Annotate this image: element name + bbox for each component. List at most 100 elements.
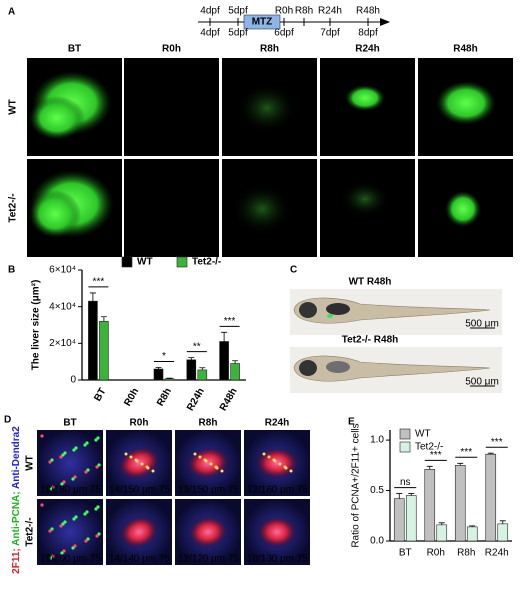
nucleus [129,455,133,459]
fluorescence [237,83,297,133]
x-tick-label: R24h [185,386,207,413]
nucleus [151,469,155,473]
legend-label: Tet2-/- [192,257,221,268]
nucleus [63,451,67,455]
ratio-label: 16/20 [225,245,250,256]
stain-label: 2F11; Anti-PCNA; Anti-Dendra2 [11,426,22,574]
ratio-label: 14/15 [109,485,134,496]
significance-label: ns [400,477,411,488]
timeline-label: 8dpf [358,28,378,39]
nucleus [134,458,138,462]
scale-bar: 0 μm 75 [203,554,240,565]
error-bar [100,316,107,322]
error-bar [232,360,239,364]
scale-bar: 500 μm [465,319,499,330]
x-tick-label: R8h [457,548,475,559]
nucleus [63,520,67,524]
nucleus [267,455,271,459]
nucleus [73,544,77,548]
nucleus [86,537,90,541]
nucleus [289,469,293,473]
scale-bar: 0 μm 100 [77,245,119,256]
nucleus [203,458,207,462]
ratio-label: 18/18 [40,485,65,496]
significance-label: *** [460,447,472,458]
panel-letter: D [4,415,11,426]
ratio-label: 18/20 [421,144,446,155]
scale-bar: 0 μm 75 [65,485,102,496]
nucleus [48,460,52,464]
significance-label: * [162,351,166,362]
scale-bar: 0 μm 100 [272,144,314,155]
column-header: R0h [130,418,149,429]
nucleus [62,480,66,484]
bar [497,523,509,542]
scale-bar: 0 μm 100 [272,245,314,256]
nucleus [40,503,44,507]
bar [219,341,229,381]
micrograph [37,499,103,565]
column-header: R8h [199,418,218,429]
legend-swatch [399,428,411,440]
eye [299,302,317,318]
bar [99,321,109,381]
nucleus [49,487,53,491]
row-label: Tet2-/- [8,193,19,222]
ratio-label: 19/21 [127,144,152,155]
structure [186,446,230,480]
error-bar [438,522,445,525]
panel-letter: C [290,265,297,276]
fluorescence [29,190,81,238]
scale-bar: 0 μm 100 [468,245,510,256]
bar [393,498,405,542]
x-tick-label: BT [399,548,412,559]
arrow-head [380,18,390,26]
nucleus [198,455,202,459]
significance-label: *** [430,450,442,461]
nucleus [85,441,89,445]
treatment-box [243,14,281,30]
row-label: WT [8,99,19,115]
structure [255,447,299,479]
error-bar [408,493,415,496]
ratio-label: 18/20 [323,144,348,155]
nucleus [124,452,128,456]
nucleus [61,453,65,457]
nucleus [94,438,98,442]
nucleus [145,465,149,469]
scale-bar: 500 μm [465,377,499,388]
nucleus [50,527,54,531]
y-axis-label: Ratio of PCNA+/2F11+ cells [351,423,362,547]
error-bar [89,292,96,302]
x-tick-label: BT [92,386,108,403]
bar [436,524,448,542]
y-tick-label: 0.0 [370,536,384,547]
nucleus [220,469,224,473]
ratio-label: 17/22 [127,245,152,256]
image-title: WT R48h [349,277,392,288]
fluorescence [345,85,385,111]
nucleus [140,462,144,466]
timeline-label: R0h [275,6,293,17]
error-bar [166,377,173,379]
column-header: R0h [162,44,181,55]
bar [230,363,240,381]
legend-label: WT [415,429,431,440]
timeline-label: 6dpf [274,28,294,39]
legend-label: WT [137,257,153,268]
scale-bar: 0 μm 100 [174,144,216,155]
nucleus [86,468,90,472]
nucleus [95,465,99,469]
error-bar [469,525,476,527]
significance-label: ** [193,341,201,352]
column-header: BT [68,44,81,55]
nucleus [40,434,44,438]
timeline-label: R48h [356,6,380,17]
y-tick-label: 4×10⁴ [49,301,76,312]
nucleus [83,443,87,447]
fluorescence [436,81,496,125]
yolk [326,361,350,373]
nucleus [283,465,287,469]
y-tick-label: 0.5 [370,485,384,496]
